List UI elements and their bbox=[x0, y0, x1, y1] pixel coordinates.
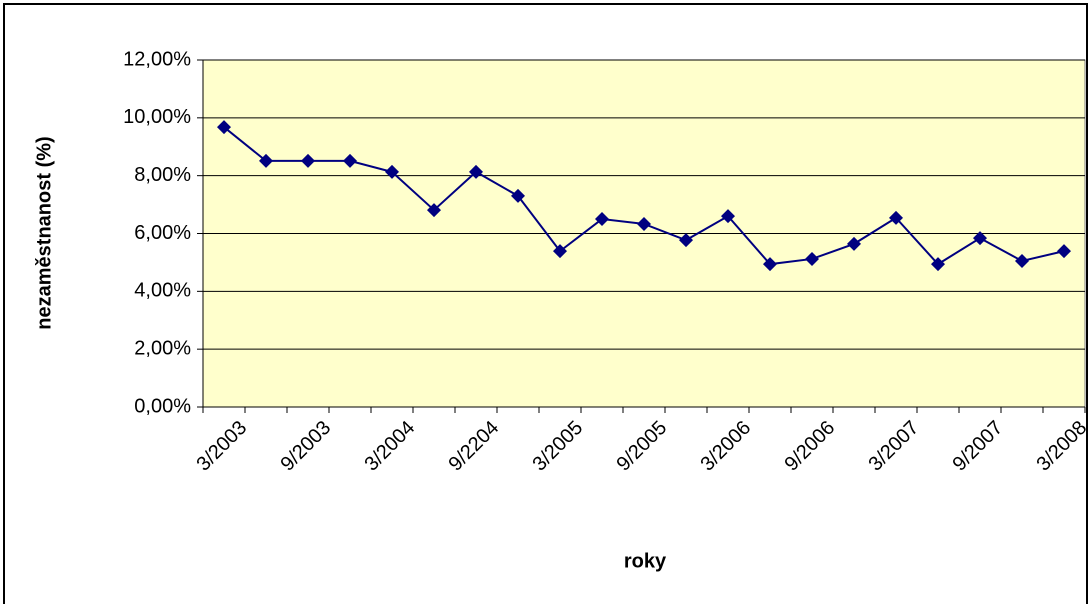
data-point bbox=[511, 188, 525, 203]
data-point bbox=[595, 212, 609, 227]
y-tick-label: 12,00% bbox=[123, 48, 191, 70]
data-point bbox=[301, 153, 315, 168]
data-point bbox=[721, 209, 735, 224]
data-point bbox=[217, 120, 231, 135]
data-point bbox=[973, 231, 987, 246]
data-point bbox=[427, 203, 441, 218]
y-tick-label: 4,00% bbox=[134, 280, 191, 302]
data-point bbox=[805, 251, 819, 266]
data-point bbox=[553, 244, 567, 259]
y-tick-label: 8,00% bbox=[134, 164, 191, 186]
data-point bbox=[679, 233, 693, 248]
y-tick-label: 2,00% bbox=[134, 337, 191, 359]
y-tick-label: 6,00% bbox=[134, 222, 191, 244]
data-point bbox=[889, 210, 903, 225]
y-axis-title: nezaměstnanost (%) bbox=[33, 136, 55, 329]
data-point bbox=[259, 153, 273, 168]
y-tick-label: 10,00% bbox=[123, 106, 191, 128]
data-point bbox=[1057, 244, 1071, 259]
data-point bbox=[847, 236, 861, 251]
data-point bbox=[637, 216, 651, 231]
data-point bbox=[1015, 253, 1029, 268]
x-axis-title: roky bbox=[624, 550, 667, 572]
data-point bbox=[931, 257, 945, 272]
data-point bbox=[385, 164, 399, 179]
data-point bbox=[469, 164, 483, 179]
y-tick-label: 0,00% bbox=[134, 395, 191, 417]
data-point bbox=[343, 153, 357, 168]
data-point bbox=[763, 257, 777, 272]
